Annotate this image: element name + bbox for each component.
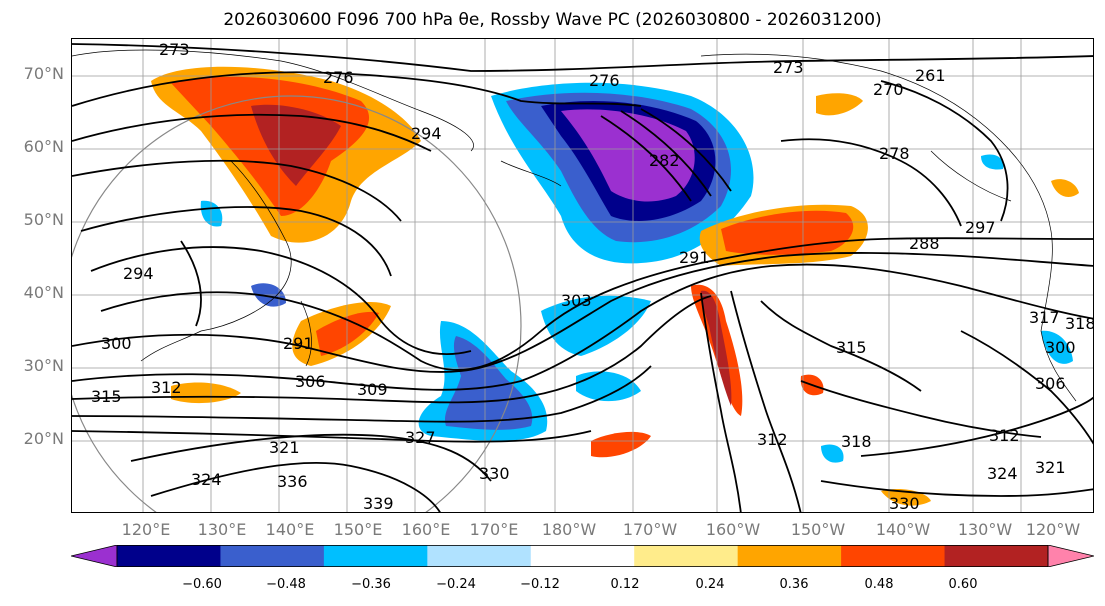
lon-label-130w: 130°W [957, 520, 1013, 539]
colorbar-tick-label: −0.36 [351, 577, 391, 592]
figure-title: 2026030600 F096 700 hPa θe, Rossby Wave … [223, 10, 882, 30]
contour-label: 318 [841, 432, 872, 451]
colorbar-segment [944, 545, 1049, 567]
contour-labels: 273 276 273 270 261 294 282 276 278 288 … [91, 40, 1094, 513]
contour-label: 324 [987, 464, 1018, 483]
contour-label: 336 [277, 472, 308, 491]
contour-label: 270 [873, 80, 904, 99]
contour-label: 339 [363, 494, 394, 513]
contour-label: 317 [1029, 308, 1060, 327]
contour-label: 330 [889, 494, 920, 513]
map-svg: 273 276 273 270 261 294 282 276 278 288 … [72, 39, 1094, 513]
contour-label: 288 [909, 234, 940, 253]
colorbar-segment [220, 545, 325, 567]
contour-label: 278 [879, 144, 910, 163]
contour-label: 312 [989, 426, 1020, 445]
map-gridlines [72, 39, 1093, 512]
colorbar-min-arrow [71, 545, 118, 567]
contour-label: 297 [965, 218, 996, 237]
lon-label-170w: 170°W [622, 520, 678, 539]
range-circle [72, 95, 522, 512]
contour-label: 306 [295, 372, 326, 391]
lat-label-50n: 50°N [23, 210, 64, 229]
contour-label: 321 [269, 438, 300, 457]
lon-label-140e: 140°E [265, 520, 315, 539]
contour-label: 300 [101, 334, 132, 353]
colorbar-tick-label: 0.12 [610, 577, 640, 592]
contour-label: 294 [411, 124, 442, 143]
colorbar-tick-label: −0.12 [520, 577, 560, 592]
contour-label: 300 [1045, 338, 1076, 357]
colorbar-tick-label: 0.48 [864, 577, 894, 592]
lat-label-70n: 70°N [23, 64, 64, 83]
colorbar [71, 545, 1094, 567]
lon-label-120w: 120°W [1025, 520, 1081, 539]
lat-label-30n: 30°N [23, 356, 64, 375]
colorbar-segment [634, 545, 739, 567]
contour-label: 291 [283, 334, 314, 353]
contour-label: 312 [151, 378, 182, 397]
contour-label: 276 [589, 71, 620, 90]
colorbar-segment [323, 545, 428, 567]
contour-label: 273 [773, 58, 804, 77]
contour-label: 306 [1035, 374, 1066, 393]
contour-label: 282 [649, 151, 680, 170]
lon-label-140w: 140°W [875, 520, 931, 539]
lat-label-40n: 40°N [23, 283, 64, 302]
lon-label-160e: 160°E [401, 520, 451, 539]
contour-label: 315 [836, 338, 867, 357]
lon-label-180w: 180°W [541, 520, 597, 539]
colorbar-tick-label: −0.24 [436, 577, 476, 592]
coastlines [72, 49, 1077, 402]
colorbar-segment [427, 545, 532, 567]
contour-label: 315 [91, 387, 122, 406]
colorbar-frame [116, 545, 1049, 567]
lon-label-120e: 120°E [121, 520, 171, 539]
lat-label-60n: 60°N [23, 137, 64, 156]
colorbar-segment [737, 545, 842, 567]
lon-label-130e: 130°E [197, 520, 247, 539]
colorbar-tick-label: −0.60 [182, 577, 222, 592]
lon-label-160w: 160°W [705, 520, 761, 539]
contour-label: 261 [915, 66, 946, 85]
contour-label: 273 [159, 40, 190, 59]
lon-label-150w: 150°W [790, 520, 846, 539]
colorbar-segment [841, 545, 946, 567]
lat-label-20n: 20°N [23, 429, 64, 448]
map-panel: 273 276 273 270 261 294 282 276 278 288 … [71, 38, 1094, 513]
contour-label: 303 [561, 291, 592, 310]
contour-label: 327 [405, 428, 436, 447]
lon-label-170e: 170°E [469, 520, 519, 539]
contour-label: 294 [123, 264, 154, 283]
theta-e-contours [72, 43, 1093, 512]
contour-label: 318 [1065, 314, 1094, 333]
colorbar-tick-label: −0.48 [266, 577, 306, 592]
contour-label: 309 [357, 380, 388, 399]
colorbar-segment [530, 545, 635, 567]
colorbar-tick-label: 0.36 [779, 577, 809, 592]
colorbar-tick-label: 0.60 [948, 577, 978, 592]
contour-label: 291 [679, 248, 710, 267]
contour-label: 312 [757, 430, 788, 449]
contour-label: 276 [323, 68, 354, 87]
contour-label: 321 [1035, 458, 1066, 477]
contour-label: 324 [191, 470, 222, 489]
colorbar-max-arrow [1047, 545, 1094, 567]
colorbar-tick-label: 0.24 [695, 577, 725, 592]
colorbar-segment [117, 545, 221, 567]
contour-label: 330 [479, 464, 510, 483]
lon-label-150e: 150°E [333, 520, 383, 539]
